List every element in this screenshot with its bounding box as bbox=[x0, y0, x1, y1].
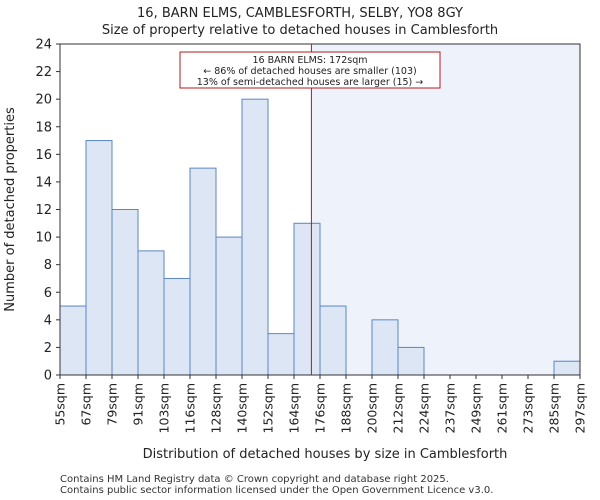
bar-79sqm bbox=[111, 209, 139, 376]
y-tick-label: 16 bbox=[35, 148, 52, 163]
x-tick-label: 164sqm bbox=[287, 383, 302, 433]
bar-91sqm bbox=[137, 250, 165, 376]
bar-176sqm bbox=[319, 305, 347, 376]
x-tick-label: 285sqm bbox=[547, 383, 562, 433]
x-tick-label: 273sqm bbox=[521, 383, 536, 433]
chart-title-subtitle: Size of property relative to detached ho… bbox=[101, 23, 499, 38]
bar-55sqm bbox=[59, 305, 87, 376]
bar-103sqm bbox=[163, 277, 191, 376]
bar-67sqm bbox=[85, 140, 113, 376]
chart-title-address: 16, BARN ELMS, CAMBLESFORTH, SELBY, YO8 … bbox=[137, 6, 463, 21]
x-tick-label: 200sqm bbox=[365, 383, 380, 433]
y-tick-label: 20 bbox=[35, 93, 52, 108]
y-tick-label: 2 bbox=[44, 341, 52, 356]
y-tick-label: 12 bbox=[35, 203, 52, 218]
x-tick-label: 237sqm bbox=[443, 383, 458, 433]
bar-200sqm bbox=[371, 319, 399, 376]
bar-128sqm bbox=[215, 236, 243, 376]
footer-copyright: Contains HM Land Registry data © Crown c… bbox=[60, 474, 449, 485]
bar-212sqm bbox=[397, 346, 425, 376]
bar-285sqm bbox=[553, 360, 581, 376]
annotation-box bbox=[179, 51, 441, 89]
x-tick-label: 297sqm bbox=[573, 383, 588, 433]
x-tick-label: 188sqm bbox=[339, 383, 354, 433]
x-tick-label: 79sqm bbox=[105, 383, 120, 426]
y-tick-label: 8 bbox=[44, 258, 52, 273]
x-tick-label: 55sqm bbox=[53, 383, 68, 426]
y-tick-label: 22 bbox=[35, 65, 52, 80]
x-tick-label: 176sqm bbox=[313, 383, 328, 433]
y-tick-label: 4 bbox=[44, 313, 52, 328]
bar-164sqm bbox=[293, 222, 321, 376]
bar-140sqm bbox=[241, 98, 269, 376]
y-tick-label: 14 bbox=[35, 175, 52, 190]
x-tick-label: 212sqm bbox=[391, 383, 406, 433]
y-tick-label: 18 bbox=[35, 120, 52, 135]
y-tick-label: 6 bbox=[44, 286, 52, 301]
bar-116sqm bbox=[189, 167, 217, 376]
x-tick-label: 224sqm bbox=[417, 383, 432, 433]
y-axis-title: Number of detached properties bbox=[3, 107, 18, 312]
footer-licence: Contains public sector information licen… bbox=[60, 485, 494, 496]
x-tick-label: 116sqm bbox=[183, 383, 198, 433]
x-tick-label: 261sqm bbox=[495, 383, 510, 433]
y-tick-label: 10 bbox=[35, 231, 52, 246]
x-tick-label: 67sqm bbox=[79, 383, 94, 426]
x-tick-label: 140sqm bbox=[235, 383, 250, 433]
x-tick-label: 128sqm bbox=[209, 383, 224, 433]
annotation-line-3: 13% of semi-detached houses are larger (… bbox=[197, 77, 424, 88]
bar-152sqm bbox=[267, 333, 295, 376]
annotation-line-2: ← 86% of detached houses are smaller (10… bbox=[203, 66, 416, 77]
x-tick-label: 91sqm bbox=[131, 383, 146, 426]
y-tick-label: 24 bbox=[35, 38, 52, 53]
x-tick-label: 249sqm bbox=[469, 383, 484, 433]
x-tick-label: 103sqm bbox=[157, 383, 172, 433]
annotation-line-1: 16 BARN ELMS: 172sqm bbox=[253, 55, 368, 66]
x-tick-label: 152sqm bbox=[261, 383, 276, 433]
y-tick-label: 0 bbox=[44, 369, 52, 384]
x-axis-title: Distribution of detached houses by size … bbox=[143, 447, 508, 462]
highlight-region bbox=[311, 44, 580, 375]
